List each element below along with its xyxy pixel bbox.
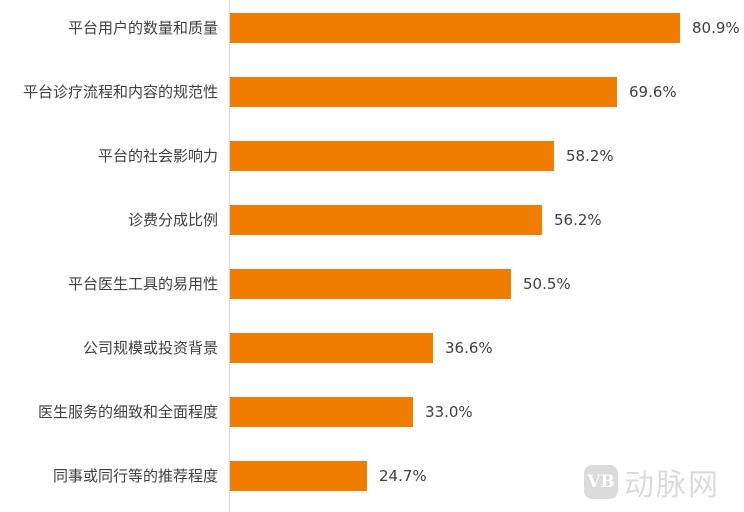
bar-row: 公司规模或投资背景 36.6% [0, 333, 744, 363]
bar [230, 461, 367, 491]
category-label: 公司规模或投资背景 [82, 339, 218, 357]
value-label: 58.2% [566, 147, 614, 165]
bar-row: 同事或同行等的推荐程度 24.7% [0, 461, 744, 491]
bar-row: 诊费分成比例 56.2% [0, 205, 744, 235]
bar [230, 13, 680, 43]
bar [230, 141, 554, 171]
bar [230, 333, 433, 363]
category-label: 平台诊疗流程和内容的规范性 [22, 83, 218, 101]
bar-row: 医生服务的细致和全面程度 33.0% [0, 397, 744, 427]
category-label: 平台用户的数量和质量 [67, 19, 218, 37]
bar-row: 平台的社会影响力 58.2% [0, 141, 744, 171]
category-label: 平台的社会影响力 [97, 147, 218, 165]
value-label: 56.2% [554, 211, 602, 229]
bar [230, 205, 542, 235]
value-label: 50.5% [523, 275, 571, 293]
value-label: 69.6% [629, 83, 677, 101]
bar [230, 397, 413, 427]
value-label: 36.6% [445, 339, 493, 357]
bar [230, 77, 617, 107]
bar-row: 平台诊疗流程和内容的规范性 69.6% [0, 77, 744, 107]
category-label: 平台医生工具的易用性 [67, 275, 218, 293]
category-label: 同事或同行等的推荐程度 [52, 467, 218, 485]
watermark-text: 动脉网 [624, 468, 720, 503]
category-label: 诊费分成比例 [127, 211, 218, 229]
bar-row: 平台用户的数量和质量 80.9% [0, 13, 744, 43]
bar-row: 平台医生工具的易用性 50.5% [0, 269, 744, 299]
value-label: 33.0% [425, 403, 473, 421]
value-label: 24.7% [379, 467, 427, 485]
watermark: VB 动脉网 [584, 462, 720, 503]
category-axis-line [229, 0, 230, 512]
category-label: 医生服务的细致和全面程度 [37, 403, 218, 421]
bar [230, 269, 511, 299]
vb-logo-icon: VB [584, 465, 618, 499]
value-label: 80.9% [692, 19, 740, 37]
